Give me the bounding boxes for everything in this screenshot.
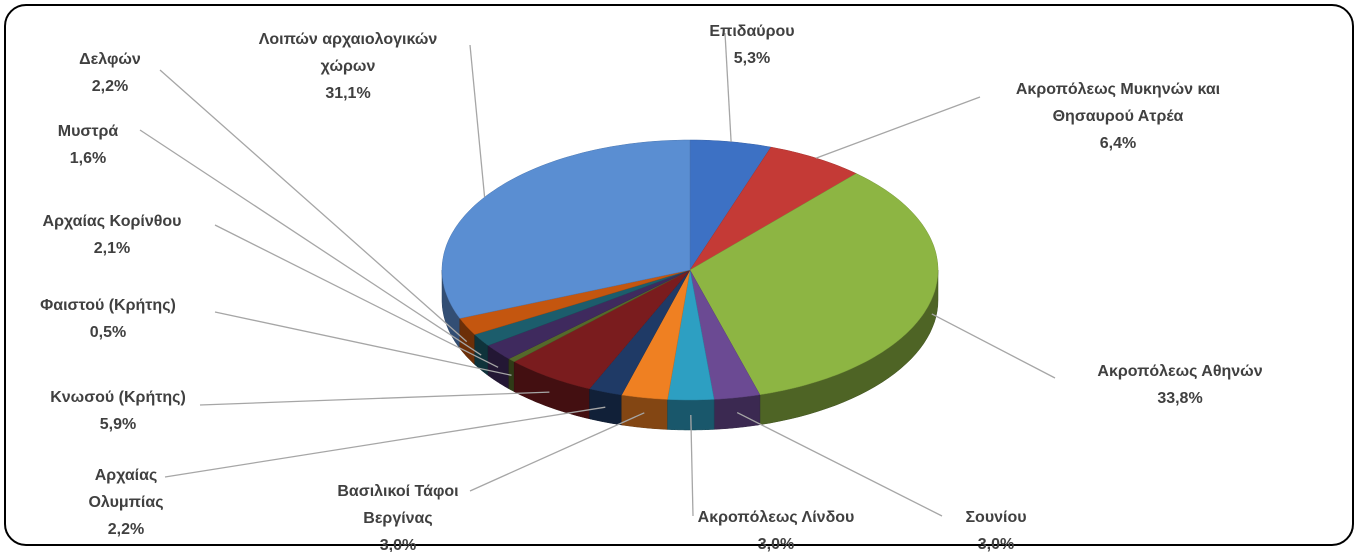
value-label: 33,8% [1157,390,1203,407]
data-label: Σουνίου 3,0% [896,504,1096,552]
slice [689,173,939,395]
slice [459,269,691,335]
value-label: 2,1% [93,240,131,257]
value-label: 2,2% [107,521,145,538]
category-label: Ακροπόλεως Μυκηνών και Θησαυρού Ατρέα [1015,81,1221,125]
leader-line [199,391,550,406]
leader-line [214,311,512,376]
data-label: Φαιστού (Κρήτης) 0,5% [0,292,238,346]
data-label: Αρχαίας Κορίνθου 2,1% [0,208,242,262]
value-label: 3,0% [379,537,417,552]
data-label: Βασιλικοί Τάφοι Βεργίνας 3,0% [313,478,483,552]
category-label: Κνωσού (Κρήτης) [50,389,186,406]
category-label: Σουνίου [965,509,1027,526]
category-label: Μυστρά [57,123,119,140]
data-label: Ακροπόλεως Λίνδου 3,0% [646,504,906,552]
slice [589,269,691,396]
value-label: 31,1% [325,85,371,102]
data-label: Ακροπόλεως Αθηνών 33,8% [1050,358,1310,412]
leader-line [469,44,486,198]
value-label: 5,3% [733,50,771,67]
slice-side [713,394,761,430]
leader-line [815,96,981,159]
leader-line [724,32,732,142]
category-label: Αρχαίας Κορίνθου [42,213,182,230]
chart-frame [4,4,1354,546]
data-label: Ακροπόλεως Μυκηνών και Θησαυρού Ατρέα 6,4… [996,76,1241,157]
slice-side [621,394,668,430]
leader-line [139,129,482,356]
data-label: Επιδαύρου 5,3% [652,18,852,72]
slice [513,269,691,390]
slice [621,269,691,400]
value-label: 5,9% [99,416,137,433]
data-label: Δελφών 2,2% [35,46,185,100]
category-label: Ακροπόλεως Λίνδου [697,509,855,526]
category-label: Δελφών [79,51,141,68]
slice [487,269,691,360]
slice [667,269,715,401]
category-label: Βασιλικοί Τάφοι Βεργίνας [337,483,459,527]
leader-line [214,224,499,368]
data-label: Λοιπών αρχαιολογικών χώρων 31,1% [236,26,461,107]
value-label: 3,0% [757,536,795,552]
value-label: 1,6% [69,150,107,167]
slice [474,269,691,346]
leader-line [164,406,606,478]
leader-line [159,69,468,343]
value-label: 3,0% [977,536,1015,552]
data-label: Μυστρά 1,6% [13,118,163,172]
category-label: Επιδαύρου [709,23,795,40]
value-label: 6,4% [1099,135,1137,152]
data-label: Αρχαίας Ολυμπίας 2,2% [71,462,181,543]
leader-line [736,412,943,517]
leader-line [469,412,645,492]
leader-line [931,313,1056,379]
value-label: 2,2% [91,78,129,95]
data-label: Κνωσού (Κρήτης) 5,9% [0,384,248,438]
category-label: Φαιστού (Κρήτης) [40,297,176,314]
value-label: 0,5% [89,324,127,341]
leader-line [690,414,694,517]
category-label: Αρχαίας Ολυμπίας [88,467,164,511]
category-label: Λοιπών αρχαιολογικών χώρων [258,31,438,75]
slice [689,269,761,400]
category-label: Ακροπόλεως Αθηνών [1097,363,1263,380]
